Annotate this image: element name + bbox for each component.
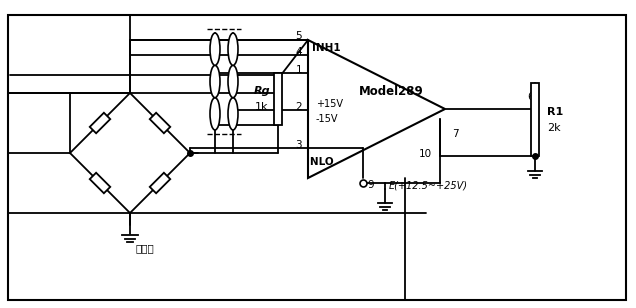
Text: +15V: +15V	[316, 99, 343, 109]
Text: -15V: -15V	[316, 114, 338, 124]
Polygon shape	[90, 173, 110, 193]
Ellipse shape	[210, 65, 220, 98]
Ellipse shape	[210, 33, 220, 65]
Text: 6: 6	[528, 92, 534, 102]
Text: 5: 5	[295, 31, 302, 41]
Text: 信号地: 信号地	[135, 243, 154, 253]
Polygon shape	[308, 40, 445, 178]
Polygon shape	[149, 173, 170, 193]
Text: 2: 2	[295, 102, 302, 112]
Ellipse shape	[228, 65, 238, 98]
Text: 3: 3	[295, 140, 302, 150]
Text: INH1: INH1	[312, 43, 341, 52]
Bar	[531, 83, 539, 156]
Text: E(+12.5~+25V): E(+12.5~+25V)	[389, 180, 468, 190]
Polygon shape	[149, 113, 170, 133]
Ellipse shape	[228, 98, 238, 130]
Polygon shape	[90, 113, 110, 133]
Ellipse shape	[228, 33, 238, 65]
Ellipse shape	[210, 98, 220, 130]
Text: 9: 9	[367, 180, 373, 190]
Text: Rg: Rg	[254, 86, 270, 96]
Text: 10: 10	[418, 149, 432, 159]
Bar	[274, 73, 282, 125]
Text: R1: R1	[547, 107, 563, 116]
Text: 1k: 1k	[255, 102, 269, 112]
Text: 1: 1	[295, 65, 302, 75]
Text: 2k: 2k	[547, 123, 560, 132]
Text: INLO: INLO	[306, 157, 334, 167]
Text: Model289: Model289	[359, 84, 424, 98]
Text: 7: 7	[452, 129, 459, 139]
Text: 4: 4	[295, 47, 302, 57]
